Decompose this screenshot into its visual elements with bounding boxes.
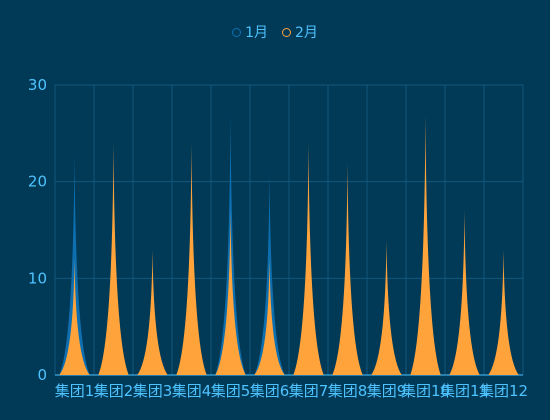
x-tick-label: 集团8	[328, 382, 368, 400]
y-tick-label: 0	[37, 366, 47, 384]
spike-series-2-集团11	[449, 210, 480, 375]
x-tick-label: 集团2	[94, 382, 134, 400]
spike-series-2-集团8	[332, 162, 363, 375]
spike-series-2-集团6	[254, 259, 285, 375]
y-tick-label: 20	[28, 173, 47, 191]
x-tick-label: 集团10	[401, 382, 450, 400]
spike-series-2-集团9	[371, 239, 402, 375]
legend-circle-icon	[282, 27, 291, 37]
spike-series-2-集团1	[59, 259, 90, 375]
x-tick-label: 集团4	[172, 382, 212, 400]
chart-legend: 1月 2月	[0, 22, 550, 42]
x-tick-label: 集团12	[479, 382, 528, 400]
spike-series-2-集团12	[488, 249, 519, 375]
spike-series-2-集团2	[98, 143, 129, 375]
x-tick-label: 集团3	[133, 382, 173, 400]
y-tick-label: 30	[28, 76, 47, 94]
spike-series-2-集团7	[293, 143, 324, 375]
x-tick-label: 集团11	[440, 382, 489, 400]
x-tick-label: 集团1	[55, 382, 95, 400]
legend-circle-icon	[232, 27, 242, 37]
x-tick-label: 集团5	[211, 382, 251, 400]
y-tick-label: 10	[28, 269, 47, 287]
x-tick-label: 集团6	[250, 382, 290, 400]
spike-series-2-集团4	[176, 143, 207, 375]
x-tick-label: 集团7	[289, 382, 329, 400]
legend-label: 2月	[295, 25, 318, 41]
spike-series-2-集团5	[215, 210, 246, 375]
spike-series-2-集团3	[137, 249, 168, 375]
legend-label: 1月	[245, 25, 268, 41]
spike-series-2-集团10	[410, 114, 441, 375]
legend-item-2[interactable]: 2月	[282, 22, 318, 42]
x-tick-label: 集团9	[367, 382, 407, 400]
legend-item-1[interactable]: 1月	[232, 22, 268, 42]
